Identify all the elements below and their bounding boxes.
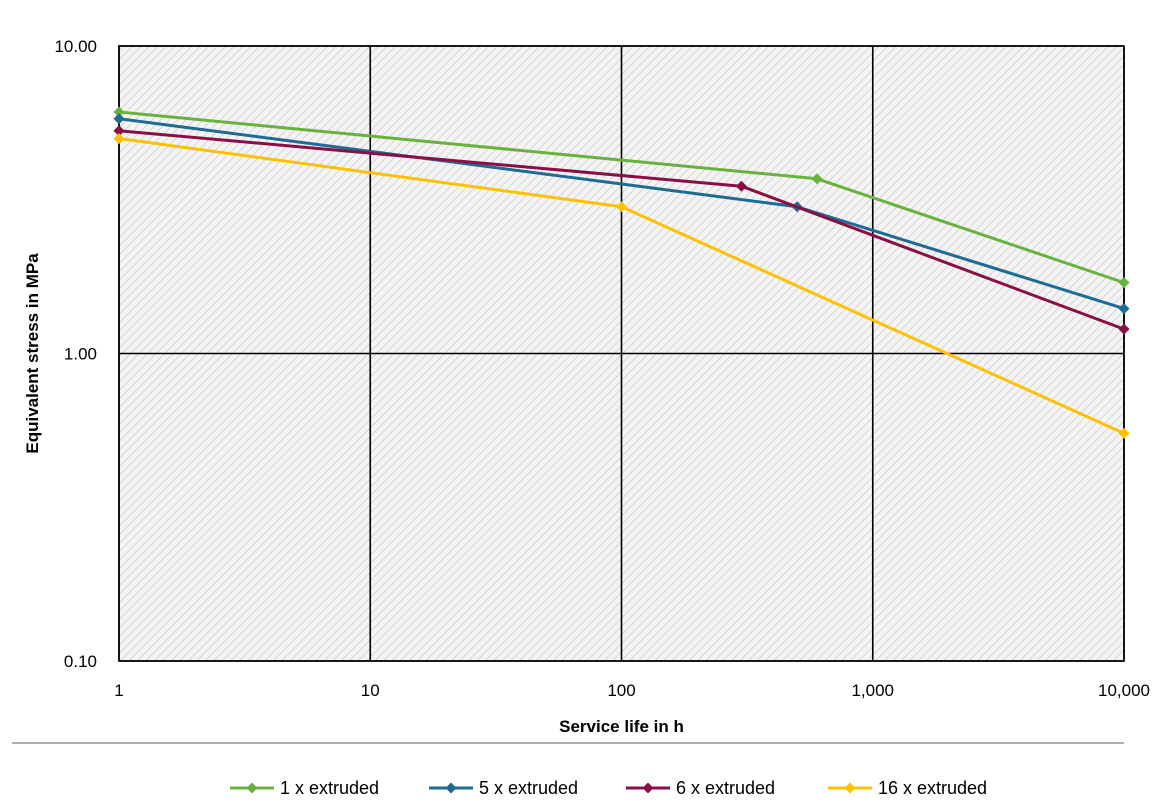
series-group xyxy=(113,106,1130,439)
legend-label: 5 x extruded xyxy=(479,778,578,798)
plot-border xyxy=(118,45,1125,662)
legend-item: 16 x extruded xyxy=(828,778,987,798)
legend-item: 6 x extruded xyxy=(626,778,775,798)
data-point-marker xyxy=(113,125,125,137)
data-point-marker xyxy=(113,113,125,125)
legend-label: 1 x extruded xyxy=(280,778,379,798)
y-tick-label: 1.00 xyxy=(64,345,97,364)
legend-marker xyxy=(246,782,258,794)
tick-labels: 1 10 100 1,000 10,000 0.10 1.00 10.00 xyxy=(54,37,1150,700)
data-point-marker xyxy=(1118,303,1130,315)
y-tick-label: 0.10 xyxy=(64,652,97,671)
x-tick-label: 10 xyxy=(361,681,380,700)
series-1-x-extruded xyxy=(113,106,1130,289)
data-point-marker xyxy=(1118,277,1130,289)
y-tick-label: 10.00 xyxy=(54,37,97,56)
y-axis-title: Equivalent stress in MPa xyxy=(23,253,42,454)
series-6-x-extruded xyxy=(113,125,1130,335)
legend-item: 1 x extruded xyxy=(230,778,379,798)
x-axis-title: Service life in h xyxy=(559,717,684,736)
legend-item: 5 x extruded xyxy=(429,778,578,798)
x-tick-label: 1 xyxy=(114,681,123,700)
legend-marker xyxy=(642,782,654,794)
data-point-marker xyxy=(616,201,627,213)
series-16-x-extruded xyxy=(113,133,1130,439)
data-point-marker xyxy=(1118,427,1130,439)
x-tick-label: 10,000 xyxy=(1098,681,1150,700)
data-point-marker xyxy=(113,133,125,145)
data-point-marker xyxy=(113,106,125,118)
x-tick-label: 1,000 xyxy=(851,681,894,700)
legend-marker xyxy=(445,782,457,794)
data-point-marker xyxy=(811,173,823,185)
legend-marker xyxy=(844,782,856,794)
legend: 1 x extruded 5 x extruded 6 x extruded 16 x… xyxy=(230,778,987,798)
legend-label: 6 x extruded xyxy=(676,778,775,798)
legend-label: 16 x extruded xyxy=(878,778,987,798)
grid xyxy=(118,45,1125,662)
x-tick-label: 100 xyxy=(607,681,635,700)
data-point-marker xyxy=(735,180,747,192)
data-point-marker xyxy=(1118,323,1130,335)
